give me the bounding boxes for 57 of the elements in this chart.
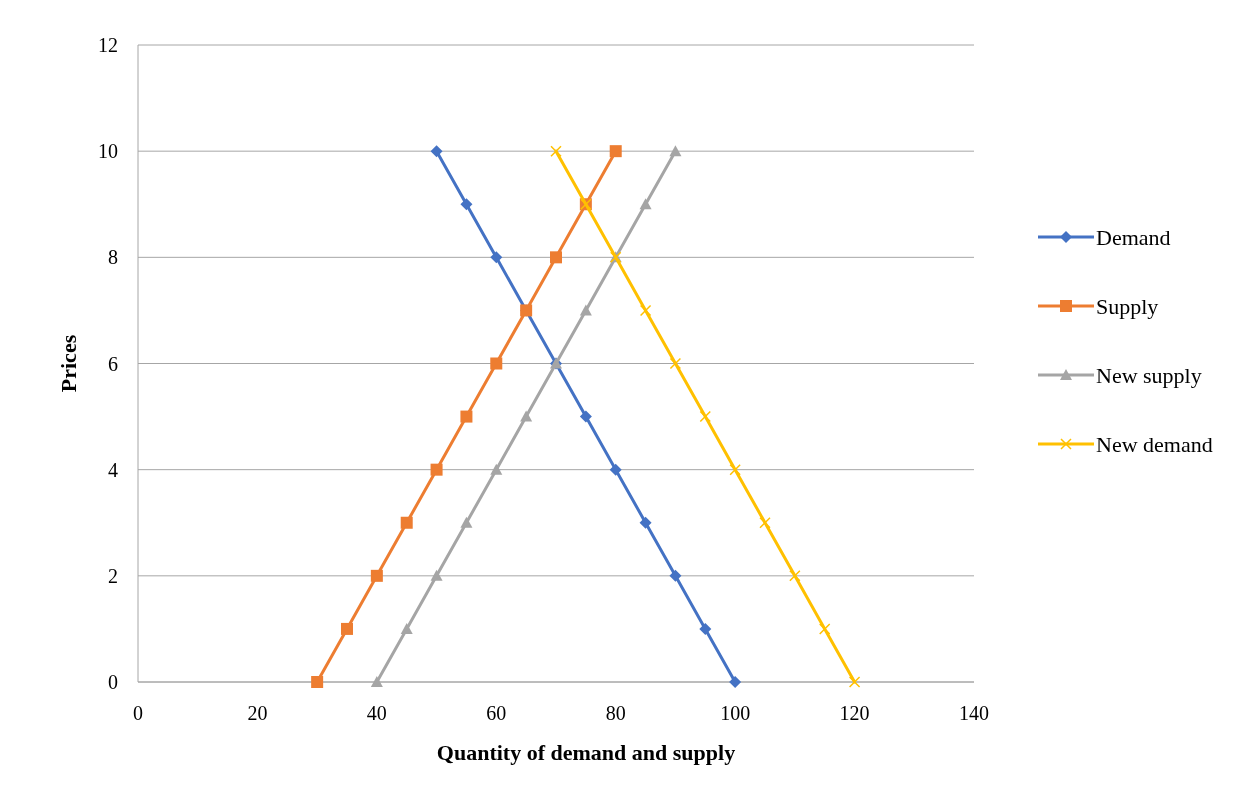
point — [550, 251, 562, 264]
point — [669, 569, 682, 582]
point — [400, 516, 413, 529]
y-tick-label: 10 — [98, 140, 118, 163]
point — [759, 517, 771, 529]
legend-label: New supply — [1096, 362, 1202, 388]
x-tick-label: 0 — [133, 702, 143, 724]
y-tick-label: 12 — [98, 34, 118, 56]
point — [370, 676, 383, 687]
point — [430, 569, 443, 581]
x-axis-title: Quantity of demand and supply — [436, 740, 736, 765]
point — [460, 410, 473, 423]
point — [818, 623, 831, 635]
point — [490, 463, 503, 475]
point — [699, 410, 712, 423]
legend-label: New demand — [1096, 431, 1213, 457]
point — [430, 145, 443, 158]
point — [430, 463, 443, 476]
point — [639, 516, 652, 529]
x-tick-label: 120 — [839, 702, 870, 724]
point — [729, 463, 741, 476]
x-tick-label: 140 — [959, 702, 989, 724]
point — [639, 198, 652, 210]
point — [729, 676, 742, 688]
y-axis-title: Prices — [56, 334, 81, 393]
point — [311, 676, 324, 688]
point — [609, 463, 622, 476]
point — [460, 516, 473, 528]
point — [669, 145, 682, 157]
point — [490, 357, 503, 370]
point — [520, 410, 533, 422]
point — [848, 676, 861, 688]
point — [341, 622, 353, 635]
y-tick-label: 0 — [108, 671, 118, 693]
point — [699, 622, 712, 635]
y-tick-label: 2 — [108, 564, 118, 587]
point — [490, 251, 503, 264]
point — [550, 145, 562, 157]
point — [639, 304, 652, 317]
point — [579, 304, 592, 316]
x-tick-label: 20 — [247, 702, 268, 724]
y-tick-label: 6 — [108, 352, 118, 375]
y-tick-label: 4 — [108, 458, 118, 481]
x-tick-label: 100 — [720, 702, 751, 724]
point — [370, 569, 383, 582]
point — [460, 198, 473, 211]
x-tick-label: 60 — [486, 702, 507, 724]
point — [400, 622, 413, 634]
y-tick-label: 8 — [108, 246, 118, 269]
x-tick-label: 80 — [605, 702, 626, 724]
x-tick-label: 40 — [366, 702, 387, 724]
point — [669, 357, 682, 370]
legend-label: Demand — [1096, 224, 1171, 250]
point — [789, 570, 801, 582]
point — [609, 145, 622, 158]
point — [579, 410, 592, 423]
legend-label: Supply — [1096, 293, 1159, 319]
